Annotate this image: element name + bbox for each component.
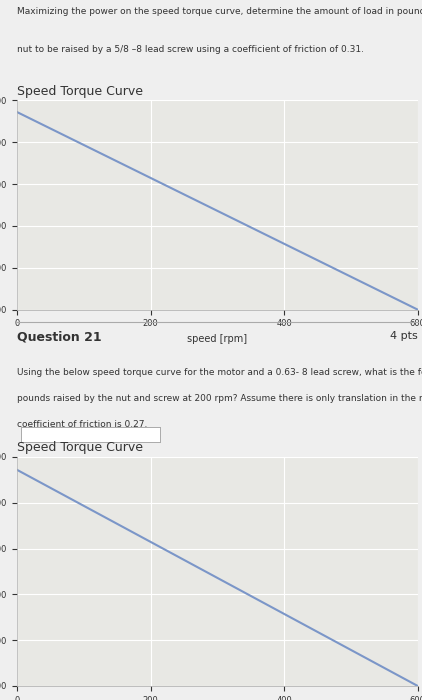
Text: Question 21: Question 21 [17,331,102,344]
Text: Maximizing the power on the speed torque curve, determine the amount of load in : Maximizing the power on the speed torque… [17,7,422,16]
Text: Speed Torque Curve: Speed Torque Curve [17,442,143,454]
Text: nut to be raised by a 5/8 –8 lead screw using a coefficient of friction of 0.31.: nut to be raised by a 5/8 –8 lead screw … [17,46,364,55]
Text: pounds raised by the nut and screw at 200 rpm? Assume there is only translation : pounds raised by the nut and screw at 20… [17,394,422,402]
Text: Using the below speed torque curve for the motor and a 0.63- 8 lead screw, what : Using the below speed torque curve for t… [17,368,422,377]
Text: Speed Torque Curve: Speed Torque Curve [17,85,143,98]
Text: 4 pts: 4 pts [390,331,418,341]
Text: coefficient of friction is 0.27.: coefficient of friction is 0.27. [17,420,147,429]
X-axis label: speed [rpm]: speed [rpm] [187,334,247,344]
